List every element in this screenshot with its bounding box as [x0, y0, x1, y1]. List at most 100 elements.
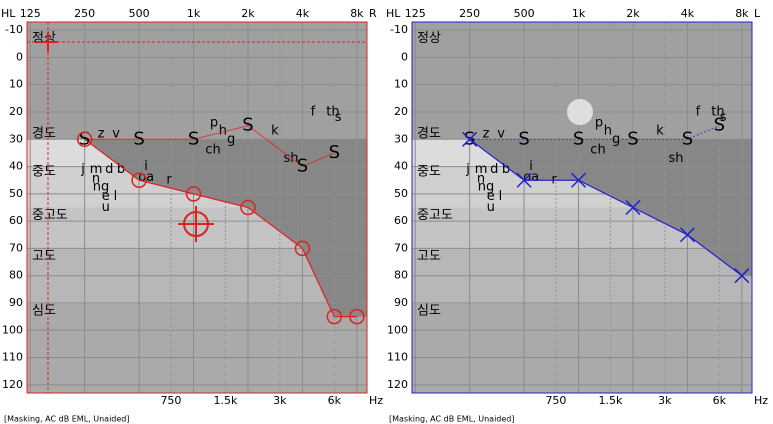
degree-label: 중고도 [32, 208, 68, 223]
speech-sound: v [497, 126, 505, 141]
x-tick-label: 500 [129, 7, 150, 20]
y-tick-label: -10 [390, 23, 408, 36]
y-tick-label: -10 [5, 23, 23, 36]
speech-sound: b [117, 162, 125, 177]
y-tick-label: 80 [9, 269, 23, 282]
speech-sound: j [80, 162, 85, 177]
ear-label: L [754, 7, 761, 20]
speech-level-marker: S [682, 128, 693, 149]
threshold-line [84, 138, 357, 318]
threshold-line [469, 138, 743, 277]
degree-label: 고도 [417, 249, 441, 264]
speech-level-marker: S [242, 115, 253, 136]
threshold-marker [625, 199, 641, 216]
degree-label: 고도 [32, 249, 56, 264]
speech-sound: ng [478, 180, 495, 195]
x-tick-label: 125 [20, 7, 41, 20]
y-tick-label: 50 [394, 187, 408, 200]
y-tick-label: 50 [9, 187, 23, 200]
speech-sound: th [326, 105, 339, 120]
threshold-marker [462, 131, 478, 147]
y-tick-label: 30 [394, 132, 408, 145]
degree-label: 심도 [32, 304, 56, 319]
loss-region [84, 139, 367, 317]
ear-label: R [369, 7, 377, 20]
hl-label: HL [1, 7, 16, 20]
speech-sound: z [483, 126, 490, 141]
y-tick-label: 30 [9, 132, 23, 145]
speech-sound: h [219, 124, 227, 139]
speech-level-marker: S [627, 128, 638, 149]
speech-sound: r [166, 173, 172, 188]
x-minor-tick-label: 3k [273, 394, 287, 407]
y-tick-label: 70 [394, 241, 408, 254]
y-tick-label: 100 [2, 323, 23, 336]
y-tick-label: 20 [394, 105, 408, 118]
speech-sound: b [502, 162, 510, 177]
speech-sound: m [475, 162, 488, 177]
x-tick-label: 1k [572, 7, 586, 20]
y-tick-label: 110 [2, 351, 23, 364]
x-tick-label: 4k [681, 7, 695, 20]
y-tick-label: 0 [16, 50, 23, 63]
y-tick-label: 80 [394, 269, 408, 282]
x-minor-tick-label: 750 [160, 394, 181, 407]
y-tick-label: 0 [401, 50, 408, 63]
audible-region [27, 139, 367, 393]
x-tick-label: 2k [241, 7, 255, 20]
speech-level-marker: S [714, 115, 725, 136]
degree-label: 심도 [417, 304, 441, 319]
x-minor-tick-label: 6k [713, 394, 727, 407]
speech-sound: h [604, 124, 612, 139]
speech-sound: a [531, 170, 539, 185]
x-tick-label: 8k [350, 7, 364, 20]
speech-sound: v [112, 126, 120, 141]
threshold-marker [679, 227, 695, 243]
threshold-marker [571, 172, 587, 188]
degree-label: 정상 [32, 31, 56, 46]
degree-label: 경도 [417, 126, 441, 141]
y-tick-label: 20 [9, 105, 23, 118]
speech-sound: i [529, 159, 533, 174]
speech-sound: z [98, 126, 105, 141]
speech-sound: ch [590, 143, 605, 158]
speech-sound: n [92, 171, 100, 186]
y-tick-label: 90 [9, 296, 23, 309]
threshold-marker [516, 172, 532, 188]
x-tick-label: 500 [514, 7, 535, 20]
x-tick-label: 250 [459, 7, 480, 20]
threshold-marker [326, 308, 343, 325]
y-tick-label: 60 [394, 214, 408, 227]
speech-sound: p [595, 115, 603, 130]
speech-sound: n [477, 171, 485, 186]
plot-frame [26, 21, 368, 394]
hz-label: Hz [754, 394, 768, 407]
speech-sound: ch [205, 143, 220, 158]
speech-sound: i [144, 159, 148, 174]
degree-label: 경도 [32, 126, 56, 141]
x-tick-label: 250 [74, 7, 95, 20]
x-minor-tick-label: 6k [328, 394, 342, 407]
speech-level-marker: S [133, 128, 144, 149]
degree-label: 중도 [32, 165, 56, 180]
speech-level-marker: S [79, 128, 90, 149]
x-tick-label: 2k [626, 7, 640, 20]
cursor-cross [38, 32, 58, 52]
x-minor-tick-label: 3k [658, 394, 672, 407]
speech-level-marker: S [518, 128, 529, 149]
speech-level-marker: S [297, 156, 308, 177]
threshold-marker [349, 308, 365, 325]
speech-sound: u [102, 200, 110, 215]
hl-label: HL [386, 7, 401, 20]
speech-level-line [84, 125, 335, 168]
x-minor-tick-label: 1.5k [213, 394, 237, 407]
threshold-marker [294, 240, 311, 257]
speech-sound: j [465, 162, 470, 177]
speech-sound: g [612, 132, 620, 147]
y-tick-label: 120 [387, 378, 408, 391]
speech-level-marker: S [573, 128, 584, 149]
speech-sound: e [487, 189, 495, 204]
threshold-marker [131, 172, 147, 188]
threshold-marker [240, 199, 256, 216]
